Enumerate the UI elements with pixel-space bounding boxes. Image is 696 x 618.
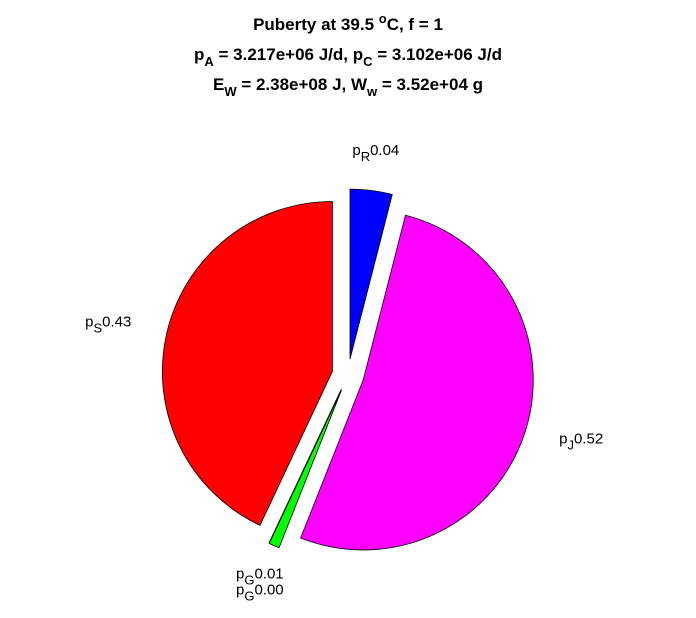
text-part: p [236, 566, 244, 583]
slice-label: pS0.43 [85, 314, 131, 336]
subscript: J [567, 438, 574, 453]
pie-slice [268, 389, 343, 549]
superscript: o [379, 11, 387, 26]
slice-value-label: 0.00 [254, 582, 283, 599]
text-part: p [236, 582, 244, 599]
text-part: = 3.102e+06 J/d [373, 45, 503, 64]
text-part: p [85, 314, 93, 331]
pie-slice [161, 201, 333, 526]
slice-label: pR0.04 [352, 142, 399, 164]
text-part: p [352, 142, 360, 159]
pie-slice [349, 188, 393, 360]
text-part: = 2.38e+08 J, W [237, 75, 368, 94]
slice-label: pJ0.52 [559, 431, 603, 453]
chart-title: EW = 2.38e+08 J, Ww = 3.52e+04 g [213, 75, 483, 99]
slice-value-label: 0.52 [574, 431, 603, 448]
text-part: Puberty at 39.5 [253, 15, 379, 34]
subscript: A [204, 54, 214, 69]
subscript: W [224, 84, 237, 99]
subscript: C [363, 54, 373, 69]
chart-title: Puberty at 39.5 oC, f = 1 [253, 11, 443, 34]
slice-value-label: 0.04 [370, 142, 399, 159]
subscript: w [366, 84, 378, 99]
chart-title: pA = 3.217e+06 J/d, pC = 3.102e+06 J/d [194, 45, 502, 69]
slice-label: pG0.01 [236, 566, 284, 588]
subscript: S [93, 321, 102, 336]
text-part: p [559, 431, 567, 448]
text-part: C, f = 1 [387, 15, 443, 34]
slice-value-label: 0.01 [254, 566, 283, 583]
text-part: = 3.52e+04 g [377, 75, 483, 94]
subscript: G [244, 573, 254, 588]
slice-value-label: 0.43 [102, 314, 131, 331]
subscript: R [361, 149, 370, 164]
subscript: G [244, 589, 254, 604]
text-part: E [213, 75, 224, 94]
pie-slice [300, 214, 534, 551]
text-part: = 3.217e+06 J/d, p [214, 45, 363, 64]
text-part: p [194, 45, 204, 64]
slice-label: pG0.00 [236, 582, 284, 604]
